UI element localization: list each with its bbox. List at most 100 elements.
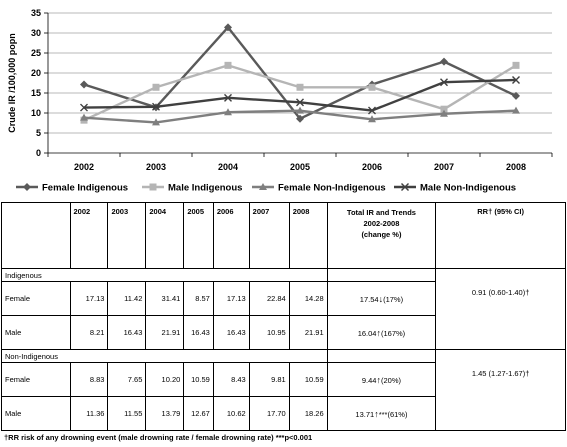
data-point [296,83,304,91]
total-header: Total IR and Trends 2002-2008 (change %) [326,202,437,269]
value-cell: 10.59 [183,362,214,397]
table-row: Female 17.13 11.42 31.41 8.57 17.13 22.84 14.28… [1,281,566,316]
data-point [296,114,304,123]
data-point [296,106,304,114]
year-header: 2008 [288,202,328,269]
value-cell: 18.26 [288,396,328,431]
value-cell: 9.81 [248,362,290,397]
row-label: Male [1,315,71,350]
section-total-blank [326,268,437,282]
year-header: 2002 [69,202,109,269]
value-cell: 8.21 [69,315,109,350]
value-cell: 17.70 [248,396,290,431]
value-cell: 21.91 [288,315,328,350]
total-trend-cell: 16.04↑(167%) [326,315,437,350]
total-value: 17.54 [359,294,379,304]
y-tick-label: 5 [36,128,41,138]
value-cell: 17.13 [212,281,250,316]
change-percent: (167%) [380,328,406,338]
total-value: 16.04 [357,328,377,338]
year-header: 2005 [183,202,214,269]
y-tick-label: 15 [31,88,41,98]
y-axis-label: Crude IR /100,000 popn [7,33,17,133]
value-cell: 7.65 [107,362,147,397]
rr-value: 0.91 (0.60-1.40)† [435,268,566,350]
value-cell: 11.55 [107,396,147,431]
change-percent: (20%) [380,375,401,385]
row-label: Female [1,281,71,316]
value-cell: 10.62 [212,396,250,431]
y-tick-label: 10 [31,108,41,118]
value-cell: 22.84 [248,281,290,316]
value-cell: 12.67 [183,396,214,431]
rr-header: RR† (95% CI) [435,202,566,269]
total-header-line: (change %) [361,230,402,239]
data-point [440,78,448,87]
value-cell: 17.13 [69,281,109,316]
data-table: 2002 2003 2004 2005 2006 2007 2008 Total IR and… [1,202,566,431]
legend-marker [23,183,31,191]
data-point [224,61,232,69]
y-tick-label: 25 [31,48,41,58]
data-point [440,57,448,66]
section-label: Non-Indigenous [1,349,328,363]
value-cell: 10.95 [248,315,290,350]
data-point [368,83,376,91]
year-header: 2004 [145,202,185,269]
row-label: Male [1,396,71,431]
header-row: 2002 2003 2004 2005 2006 2007 2008 Total IR and… [1,202,566,269]
year-header: 2003 [107,202,147,269]
section-row: Indigenous 0.91 (0.60-1.40)† [1,268,566,350]
data-point [224,23,232,32]
table-row: Female 8.83 7.65 10.20 10.59 8.43 9.81 10.59 9.4… [1,362,566,397]
data-point [368,115,376,123]
y-tick-label: 30 [31,28,41,38]
axes: 0 5 10 15 20 25 30 35 2002 2003 2004 2005 2006 2007 20… [7,8,553,172]
arrow-up-icon: ↑ [376,374,381,385]
data-point [440,105,448,113]
legend-label: Male Non-Indigenous [420,183,516,194]
data-point [440,109,448,117]
data-point [224,108,232,116]
value-cell: 11.36 [69,396,109,431]
y-tick-label: 20 [31,68,41,78]
total-trend-cell: 9.44↑(20%) [326,362,437,397]
data-point [512,106,520,114]
legend: Female Indigenous Male Indigenous Female N… [16,183,516,194]
grid-lines [48,12,552,134]
total-trend-cell: 17.54↓(17%) [326,281,437,316]
data-point [512,61,520,69]
total-value: 13.71 [355,409,375,419]
chart-area: 0 5 10 15 20 25 30 35 2002 2003 2004 2005 2006 2007 20… [0,0,567,200]
value-cell: 21.91 [145,315,185,350]
year-header: 2006 [212,202,250,269]
section-label: Indigenous [1,268,328,282]
data-point [296,98,304,107]
data-point [152,102,160,111]
data-point [80,80,88,89]
value-cell: 16.43 [107,315,147,350]
value-cell: 8.57 [183,281,214,316]
data-point [152,83,160,91]
value-cell: 31.41 [145,281,185,316]
arrow-up-icon: ↑ [376,327,381,338]
data-point [80,113,88,121]
value-cell: 8.83 [69,362,109,397]
legend-label: Female Indigenous [42,183,128,194]
data-point [368,106,376,115]
value-cell: 10.20 [145,362,185,397]
value-cell: 8.43 [212,362,250,397]
value-cell: 14.28 [288,281,328,316]
row-label: Female [1,362,71,397]
value-cell: 16.43 [183,315,214,350]
section-row: Non-Indigenous 1.45 (1.27-1.67)† [1,349,566,431]
legend-label: Female Non-Indigenous [278,183,386,194]
data-point [512,75,520,84]
table-row: Male 11.36 11.55 13.79 12.67 10.62 17.70 18.26 1… [1,396,566,431]
value-cell: 11.42 [107,281,147,316]
legend-label: Male Indigenous [168,183,242,194]
x-tick-label: 2002 [74,162,94,172]
legend-marker [401,183,409,191]
value-cell: 10.59 [288,362,328,397]
total-trend-cell: 13.71↑***(61%) [326,396,437,431]
